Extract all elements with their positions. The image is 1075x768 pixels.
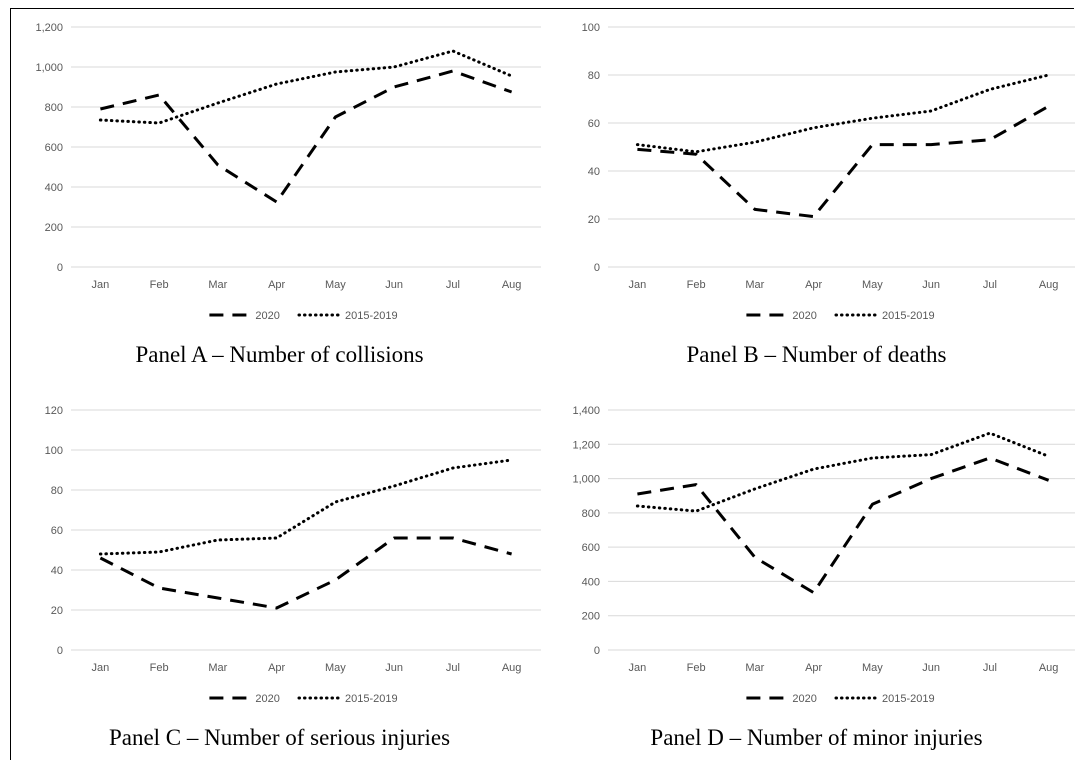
y-tick-label: 60 (51, 525, 63, 537)
figure: 0 200 400 600 800 1,000 1,200 Jan Feb Mar Apr May Ju… (10, 8, 1075, 760)
x-tick-label: May (325, 279, 346, 291)
y-tick-label: 100 (45, 445, 63, 457)
x-tick-label: Apr (805, 279, 822, 291)
x-tick-label: Mar (208, 279, 227, 291)
y-tick-label: 200 (45, 222, 63, 234)
legend-label: 2020 (255, 310, 279, 322)
y-tick-label: 600 (45, 142, 63, 154)
x-tick-label: Jul (446, 662, 460, 674)
x-tick-label: May (862, 662, 883, 674)
x-tick-label: May (325, 662, 346, 674)
x-tick-label: Feb (687, 279, 706, 291)
legend-label: 2015-2019 (345, 693, 398, 705)
x-tick-label: Aug (1039, 279, 1059, 291)
y-tick-label: 0 (57, 262, 63, 274)
x-tick-label: Feb (150, 662, 169, 674)
x-tick-label: Apr (805, 662, 822, 674)
legend-label: 2015-2019 (882, 310, 935, 322)
y-tick-label: 400 (582, 576, 600, 588)
y-tick-label: 20 (51, 605, 63, 617)
series-line-2015-2019 (98, 458, 514, 556)
x-tick-label: Jun (922, 662, 940, 674)
panel-d-caption: Panel D – Number of minor injuries (650, 725, 983, 750)
chart-panel-c: 0 20 40 60 80 100 120 Jan Feb Mar Apr May Jun Jul Aug 2… (45, 405, 541, 705)
x-tick-label: Jul (446, 279, 460, 291)
panel-d: 0 200 400 600 800 1,000 1,200 1,400 Jan Feb Mar Apr… (548, 392, 1075, 768)
x-tick-label: Jan (92, 279, 110, 291)
x-tick-label: Jul (983, 279, 997, 291)
y-tick-label: 100 (582, 22, 600, 34)
x-tick-label: Mar (208, 662, 227, 674)
legend-label: 2020 (792, 310, 816, 322)
x-tick-label: Aug (1039, 662, 1059, 674)
x-tick-label: Jul (983, 662, 997, 674)
y-tick-label: 20 (588, 214, 600, 226)
y-tick-label: 1,400 (572, 405, 600, 417)
panel-c-caption: Panel C – Number of serious injuries (108, 725, 451, 750)
series-line-2015-2019 (98, 49, 514, 125)
y-tick-label: 600 (582, 542, 600, 554)
series-line-2020 (637, 456, 1050, 595)
x-tick-label: Jan (629, 662, 647, 674)
x-tick-label: Mar (745, 279, 764, 291)
legend-label: 2015-2019 (882, 693, 935, 705)
legend-label: 2020 (792, 693, 816, 705)
chart-panel-d: 0 200 400 600 800 1,000 1,200 1,400 Jan Feb Mar Apr… (572, 405, 1075, 705)
series-line-2020 (100, 69, 513, 204)
x-tick-label: Jun (385, 662, 403, 674)
x-tick-label: Jan (629, 279, 647, 291)
x-tick-label: Jun (922, 279, 940, 291)
y-tick-label: 800 (45, 102, 63, 114)
x-tick-label: Feb (150, 279, 169, 291)
panel-a: 0 200 400 600 800 1,000 1,200 Jan Feb Mar Apr May Ju… (11, 9, 548, 385)
y-tick-label: 200 (582, 611, 600, 623)
panel-b-caption: Panel B – Number of deaths (686, 342, 947, 367)
y-tick-label: 120 (45, 405, 63, 417)
series-line-2015-2019 (635, 431, 1051, 513)
y-tick-label: 0 (57, 645, 63, 657)
y-tick-label: 1,200 (35, 22, 63, 34)
y-tick-label: 0 (594, 262, 600, 274)
y-tick-label: 0 (594, 645, 600, 657)
x-tick-label: Apr (268, 662, 285, 674)
panel-b: 0 20 40 60 80 100 Jan Feb Mar Apr May Jun Jul Aug 2020… (548, 9, 1075, 385)
panel-c: 0 20 40 60 80 100 120 Jan Feb Mar Apr May Jun Jul Aug 2… (11, 392, 548, 768)
x-tick-label: Mar (745, 662, 764, 674)
y-tick-label: 80 (588, 70, 600, 82)
series-line-2020 (637, 104, 1050, 219)
x-tick-label: Jun (385, 279, 403, 291)
x-tick-label: May (862, 279, 883, 291)
x-tick-label: Aug (502, 662, 522, 674)
legend-label: 2015-2019 (345, 310, 398, 322)
y-tick-label: 1,000 (572, 474, 600, 486)
panel-a-caption: Panel A – Number of collisions (135, 342, 424, 367)
x-tick-label: Jan (92, 662, 110, 674)
x-tick-label: Feb (687, 662, 706, 674)
y-tick-label: 1,000 (35, 62, 63, 74)
series-line-2020 (99, 536, 512, 610)
x-tick-label: Apr (268, 279, 285, 291)
y-tick-label: 800 (582, 508, 600, 520)
y-tick-label: 60 (588, 118, 600, 130)
x-tick-label: Aug (502, 279, 522, 291)
legend-label: 2020 (255, 693, 279, 705)
chart-panel-a: 0 200 400 600 800 1,000 1,200 Jan Feb Mar Apr May Ju… (35, 22, 541, 322)
y-tick-label: 1,200 (572, 439, 600, 451)
y-tick-label: 40 (588, 166, 600, 178)
series-line-2015-2019 (635, 73, 1051, 154)
y-tick-label: 80 (51, 485, 63, 497)
y-tick-label: 400 (45, 182, 63, 194)
chart-panel-b: 0 20 40 60 80 100 Jan Feb Mar Apr May Jun Jul Aug 2020… (582, 22, 1075, 322)
y-tick-label: 40 (51, 565, 63, 577)
